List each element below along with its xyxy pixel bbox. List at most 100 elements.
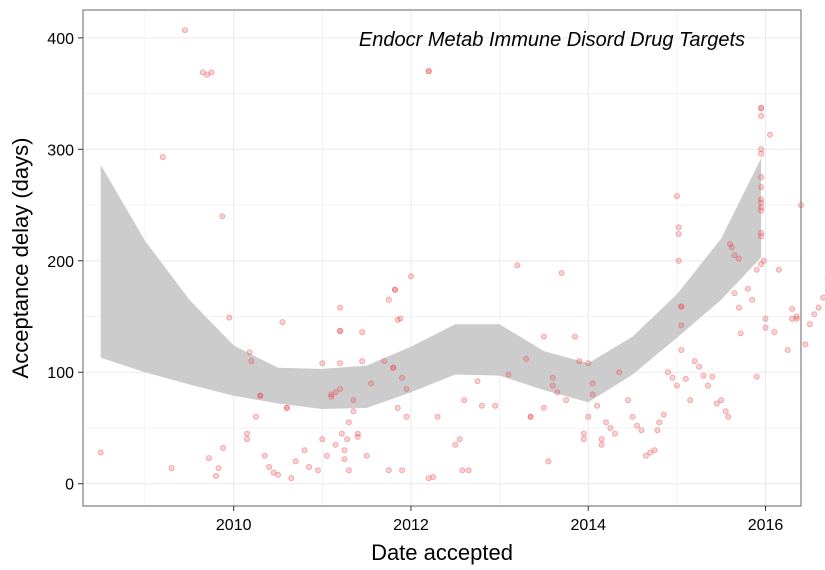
data-point bbox=[678, 303, 685, 310]
data-point bbox=[341, 447, 348, 454]
data-point bbox=[425, 475, 432, 482]
x-axis: 2010 2012 2014 2016 bbox=[216, 506, 783, 534]
data-point bbox=[675, 230, 682, 237]
data-point bbox=[252, 413, 259, 420]
data-point bbox=[403, 385, 410, 392]
data-point bbox=[806, 321, 813, 328]
data-point bbox=[558, 269, 565, 276]
data-point bbox=[350, 397, 357, 404]
data-point bbox=[585, 413, 592, 420]
data-point bbox=[815, 304, 822, 311]
data-point bbox=[474, 378, 481, 385]
data-point bbox=[760, 257, 767, 264]
data-point bbox=[669, 374, 676, 381]
data-point bbox=[758, 207, 765, 214]
data-points bbox=[97, 27, 825, 482]
data-point bbox=[603, 419, 610, 426]
data-point bbox=[758, 204, 765, 211]
data-point bbox=[305, 463, 312, 470]
data-point bbox=[344, 436, 351, 443]
data-point bbox=[199, 69, 206, 76]
data-point bbox=[461, 397, 468, 404]
data-point bbox=[399, 374, 406, 381]
data-point bbox=[758, 150, 765, 157]
data-point bbox=[368, 380, 375, 387]
data-point bbox=[753, 373, 760, 380]
data-point bbox=[394, 316, 401, 323]
data-point bbox=[319, 436, 326, 443]
data-point bbox=[338, 430, 345, 437]
data-point bbox=[749, 296, 756, 303]
data-point bbox=[425, 68, 432, 75]
data-point bbox=[337, 304, 344, 311]
data-point bbox=[793, 313, 800, 320]
data-point bbox=[753, 266, 760, 273]
data-point bbox=[722, 408, 729, 415]
data-point bbox=[682, 375, 689, 382]
x-tick-label: 2010 bbox=[216, 517, 252, 534]
data-point bbox=[656, 419, 663, 426]
data-point bbox=[345, 467, 352, 474]
data-point bbox=[248, 358, 255, 365]
data-point bbox=[611, 430, 618, 437]
data-point bbox=[266, 463, 273, 470]
data-point bbox=[354, 433, 361, 440]
data-point bbox=[731, 290, 738, 297]
data-point bbox=[452, 441, 459, 448]
data-point bbox=[391, 286, 398, 293]
data-point bbox=[549, 374, 556, 381]
data-point bbox=[638, 427, 645, 434]
data-point bbox=[665, 369, 672, 376]
data-point bbox=[727, 241, 734, 248]
data-point bbox=[456, 436, 463, 443]
data-point bbox=[642, 452, 649, 459]
data-point bbox=[328, 393, 335, 400]
data-point bbox=[580, 436, 587, 443]
data-point bbox=[607, 424, 614, 431]
data-point bbox=[704, 382, 711, 389]
plot-background bbox=[83, 10, 801, 506]
data-point bbox=[678, 346, 685, 353]
data-point bbox=[397, 315, 404, 322]
data-point bbox=[274, 471, 281, 478]
data-point bbox=[758, 174, 765, 181]
y-tick-label: 300 bbox=[47, 142, 74, 159]
data-point bbox=[208, 69, 215, 76]
data-point bbox=[758, 184, 765, 191]
data-point bbox=[407, 273, 414, 280]
data-point bbox=[660, 411, 667, 418]
data-point bbox=[261, 452, 268, 459]
data-point bbox=[181, 27, 188, 34]
data-point bbox=[243, 430, 250, 437]
data-point bbox=[390, 364, 397, 371]
data-point bbox=[319, 360, 326, 367]
data-point bbox=[159, 154, 166, 161]
data-point bbox=[700, 372, 707, 379]
data-point bbox=[654, 427, 661, 434]
data-point bbox=[270, 469, 277, 476]
data-point bbox=[359, 358, 366, 365]
data-point bbox=[758, 146, 765, 153]
data-point bbox=[243, 436, 250, 443]
data-point bbox=[820, 294, 825, 301]
data-point bbox=[219, 213, 226, 220]
data-point bbox=[314, 467, 321, 474]
data-point bbox=[725, 413, 732, 420]
data-point bbox=[647, 449, 654, 456]
data-point bbox=[634, 422, 641, 429]
data-point bbox=[354, 430, 361, 437]
data-point bbox=[540, 333, 547, 340]
data-point bbox=[784, 346, 791, 353]
data-point bbox=[430, 473, 437, 480]
data-point bbox=[594, 402, 601, 409]
data-point bbox=[580, 430, 587, 437]
data-point bbox=[687, 397, 694, 404]
data-point bbox=[767, 131, 774, 138]
x-axis-title: Date accepted bbox=[371, 540, 513, 565]
data-point bbox=[549, 382, 556, 389]
data-point bbox=[598, 441, 605, 448]
data-point bbox=[789, 305, 796, 312]
data-point bbox=[523, 355, 530, 362]
data-point bbox=[332, 441, 339, 448]
